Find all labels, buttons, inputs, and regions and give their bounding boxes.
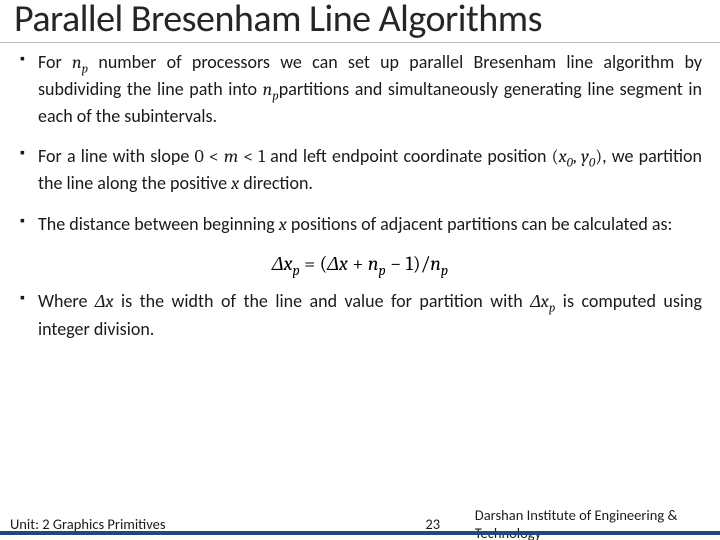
bullet-2: For a line with slope 0 < m < 1 and left… [18, 143, 702, 197]
eq-np2-a: n [430, 252, 441, 275]
bullet-1: For np number of processors we can set u… [18, 49, 702, 129]
eq-equals-open: = ( [300, 252, 328, 275]
footer-accent-line [0, 531, 720, 535]
bullet-3: The distance between beginning x positio… [18, 211, 702, 238]
math-np-1b: n [263, 79, 273, 100]
bullet-4-text-b: is the width of the line and value for p… [114, 290, 531, 312]
math-point-open: ( [552, 146, 559, 167]
bullet-2-text-b: and left endpoint coordinate position [265, 145, 552, 167]
equation-dxp: Δxp = (Δx + np − 1)/np [18, 252, 702, 276]
eq-lhs-dx: Δx [272, 252, 293, 275]
eq-minus-close: − 1)/ [386, 252, 431, 275]
math-x0-var: x [559, 146, 567, 167]
bullet-3-text-b: positions of adjacent partitions can be … [287, 213, 673, 235]
math-slope-cond: 0 < m < 1 [195, 146, 265, 167]
eq-np-sub: p [378, 262, 385, 279]
bullet-3-text-a: The distance between beginning [38, 213, 279, 235]
eq-lhs-sub: p [293, 262, 300, 279]
math-point-comma: , [573, 146, 581, 167]
bullet-2-text-a: For a line with slope [38, 145, 195, 167]
bullet-1-text-a: For [38, 51, 72, 73]
math-dx-4: Δx [95, 291, 114, 312]
eq-np2-sub: p [441, 262, 448, 279]
math-y0-var: y [581, 146, 589, 167]
bullet-2-text-d: direction. [239, 172, 313, 194]
eq-rhs-dx: Δx [327, 252, 348, 275]
math-dxp-4a: Δx [530, 291, 549, 312]
slide-title: Parallel Bresenham Line Algorithms [0, 0, 720, 43]
eq-np-a: n [368, 252, 379, 275]
math-x-begin: x [279, 214, 287, 235]
slide-footer: Unit: 2 Graphics Primitives 23 Darshan I… [0, 508, 720, 540]
eq-plus: + [348, 252, 368, 275]
bullet-4-text-a: Where [38, 290, 95, 312]
slide-body: For np number of processors we can set u… [0, 49, 720, 540]
math-x-dir: x [231, 173, 239, 194]
bullet-4: Where Δx is the width of the line and va… [18, 288, 702, 341]
math-np-1a: n [72, 52, 82, 73]
